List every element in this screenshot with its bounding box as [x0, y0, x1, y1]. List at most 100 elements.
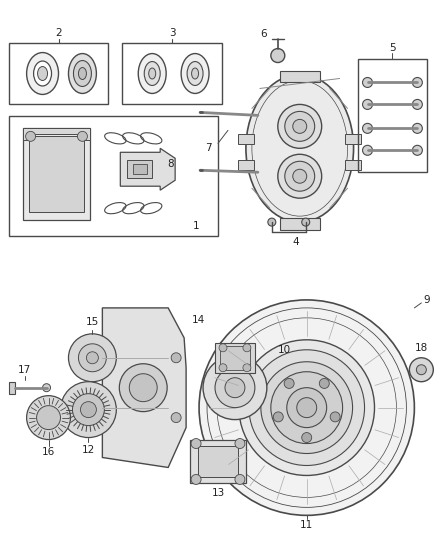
Ellipse shape [191, 68, 198, 79]
Text: 9: 9 [423, 295, 430, 305]
Circle shape [271, 372, 343, 443]
Ellipse shape [138, 53, 166, 93]
Ellipse shape [78, 68, 86, 79]
Circle shape [413, 123, 422, 133]
Bar [198, 446, 238, 478]
Circle shape [171, 353, 181, 363]
Polygon shape [120, 148, 175, 190]
Bar [357, 59, 427, 172]
Text: 1: 1 [193, 221, 199, 231]
Ellipse shape [278, 154, 321, 198]
Circle shape [302, 433, 312, 442]
Polygon shape [28, 136, 85, 212]
Circle shape [27, 395, 71, 440]
Circle shape [297, 398, 317, 417]
Circle shape [42, 384, 50, 392]
Text: 7: 7 [205, 143, 212, 154]
Text: 8: 8 [167, 159, 173, 169]
Bar [190, 440, 246, 483]
Circle shape [363, 123, 372, 133]
Circle shape [25, 131, 35, 141]
Text: 2: 2 [55, 28, 62, 38]
Polygon shape [102, 308, 186, 467]
Circle shape [219, 364, 227, 372]
Ellipse shape [285, 161, 314, 191]
Circle shape [413, 77, 422, 87]
Bar [215, 343, 255, 373]
Bar [9, 116, 218, 236]
Bar [9, 43, 108, 104]
Polygon shape [23, 128, 90, 140]
Circle shape [243, 364, 251, 372]
Bar [280, 70, 320, 83]
Circle shape [191, 474, 201, 484]
Bar [280, 218, 320, 230]
Ellipse shape [278, 104, 321, 148]
Text: 11: 11 [300, 520, 313, 530]
Text: 16: 16 [42, 447, 55, 457]
Circle shape [268, 218, 276, 226]
Bar [345, 160, 360, 170]
Circle shape [86, 352, 99, 364]
Circle shape [119, 364, 167, 411]
Bar [122, 43, 222, 104]
Ellipse shape [293, 119, 307, 133]
Circle shape [243, 344, 251, 352]
Ellipse shape [149, 68, 155, 79]
Circle shape [239, 340, 374, 475]
Text: 13: 13 [212, 488, 225, 498]
Circle shape [219, 344, 227, 352]
Text: 6: 6 [261, 29, 267, 38]
Ellipse shape [74, 61, 92, 86]
Ellipse shape [187, 61, 203, 85]
Circle shape [215, 368, 255, 408]
Circle shape [413, 146, 422, 155]
Ellipse shape [293, 169, 307, 183]
Text: 14: 14 [191, 315, 205, 325]
Circle shape [287, 387, 327, 427]
Circle shape [319, 378, 329, 389]
Text: 10: 10 [278, 345, 291, 355]
Circle shape [60, 382, 117, 438]
Ellipse shape [181, 53, 209, 93]
Circle shape [302, 218, 310, 226]
Circle shape [261, 362, 353, 454]
Circle shape [72, 394, 104, 425]
Text: 4: 4 [293, 237, 299, 247]
Circle shape [363, 77, 372, 87]
Polygon shape [9, 382, 14, 394]
Circle shape [330, 412, 340, 422]
Ellipse shape [144, 61, 160, 85]
Circle shape [410, 358, 433, 382]
Bar [220, 346, 250, 370]
Text: 3: 3 [169, 28, 176, 38]
Circle shape [199, 300, 414, 515]
Ellipse shape [38, 67, 48, 80]
Bar [345, 134, 360, 144]
Circle shape [81, 402, 96, 417]
Ellipse shape [285, 111, 314, 141]
Circle shape [171, 413, 181, 423]
Circle shape [271, 49, 285, 62]
Bar [238, 160, 254, 170]
Circle shape [235, 474, 245, 484]
Text: 15: 15 [86, 317, 99, 327]
Text: 17: 17 [18, 365, 31, 375]
Ellipse shape [246, 75, 353, 222]
Ellipse shape [34, 61, 52, 86]
Circle shape [363, 100, 372, 109]
Circle shape [417, 365, 426, 375]
Circle shape [78, 344, 106, 372]
Polygon shape [23, 128, 90, 220]
Ellipse shape [27, 53, 59, 94]
Circle shape [273, 412, 283, 422]
Text: 12: 12 [82, 445, 95, 455]
Circle shape [284, 378, 294, 389]
Bar [127, 160, 152, 178]
Circle shape [37, 406, 60, 430]
Bar [238, 134, 254, 144]
Circle shape [129, 374, 157, 402]
Circle shape [225, 378, 245, 398]
Circle shape [78, 131, 88, 141]
Bar [133, 164, 147, 174]
